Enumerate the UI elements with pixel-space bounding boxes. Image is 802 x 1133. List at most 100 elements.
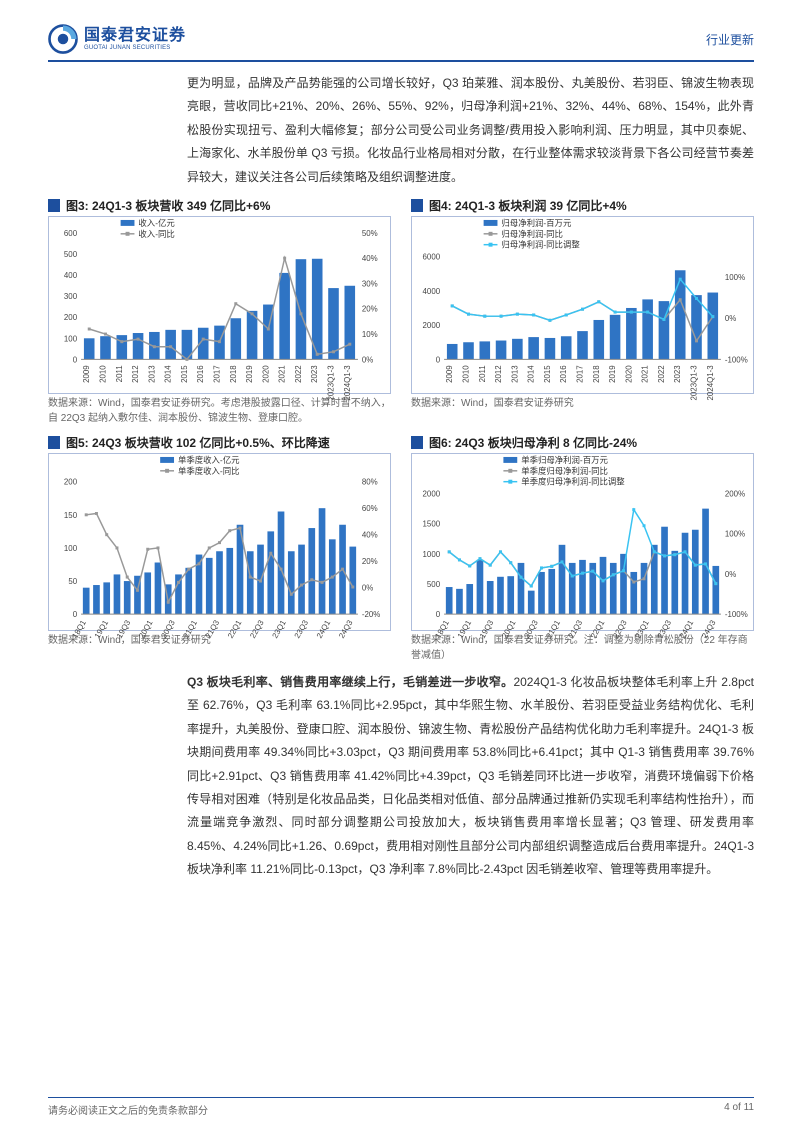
- svg-text:500: 500: [427, 580, 441, 589]
- chart5-title: 图5: 24Q3 板块营收 102 亿同比+0.5%、环比降速: [66, 434, 330, 451]
- svg-text:2023: 2023: [310, 365, 319, 383]
- svg-text:2015: 2015: [543, 365, 552, 383]
- svg-text:50: 50: [68, 577, 77, 586]
- svg-text:单季度收入-亿元: 单季度收入-亿元: [178, 455, 240, 465]
- svg-text:2021: 2021: [278, 365, 287, 383]
- svg-text:-20%: -20%: [362, 610, 380, 619]
- logo-icon: [48, 24, 78, 54]
- logo-name-en: GUOTAI JUNAN SECURITIES: [84, 45, 186, 51]
- svg-text:100: 100: [64, 544, 78, 553]
- svg-text:0%: 0%: [362, 584, 373, 593]
- chart4-title: 图4: 24Q1-3 板块利润 39 亿同比+4%: [429, 197, 627, 214]
- svg-text:2018: 2018: [229, 365, 238, 383]
- svg-text:2020: 2020: [261, 365, 270, 383]
- svg-text:2015: 2015: [180, 365, 189, 383]
- svg-text:2018: 2018: [592, 365, 601, 383]
- svg-text:2019: 2019: [608, 365, 617, 383]
- svg-text:2010: 2010: [462, 365, 471, 383]
- chart6-box: 0500100015002000-100%0%100%200%18Q119Q11…: [411, 453, 754, 631]
- svg-text:0%: 0%: [362, 355, 373, 364]
- svg-text:30%: 30%: [362, 279, 378, 288]
- footer-disclaimer: 请务必阅读正文之后的免责条款部分: [48, 1102, 208, 1117]
- svg-text:0%: 0%: [725, 570, 736, 579]
- svg-text:2017: 2017: [576, 365, 585, 383]
- svg-text:300: 300: [64, 292, 78, 301]
- svg-text:收入-同比: 收入-同比: [138, 229, 174, 239]
- svg-text:收入-亿元: 收入-亿元: [138, 218, 175, 228]
- svg-text:4000: 4000: [423, 287, 441, 296]
- chart3-title: 图3: 24Q1-3 板块营收 349 亿同比+6%: [66, 197, 270, 214]
- chart5-box: 050100150200-20%0%20%40%60%80%18Q119Q119…: [48, 453, 391, 631]
- svg-text:40%: 40%: [362, 254, 378, 263]
- svg-text:2010: 2010: [99, 365, 108, 383]
- svg-text:2000: 2000: [423, 489, 441, 498]
- svg-text:0: 0: [436, 355, 441, 364]
- svg-text:1000: 1000: [423, 550, 441, 559]
- svg-text:6000: 6000: [423, 252, 441, 261]
- svg-text:60%: 60%: [362, 504, 378, 513]
- svg-text:2022: 2022: [657, 365, 666, 383]
- svg-text:2023Q1-3: 2023Q1-3: [326, 365, 335, 401]
- svg-text:100%: 100%: [725, 530, 745, 539]
- svg-text:单季度归母净利润-同比: 单季度归母净利润-同比: [521, 466, 608, 476]
- svg-text:2019: 2019: [245, 365, 254, 383]
- body-text: 2024Q1-3 化妆品板块整体毛利率上升 2.8pct 至 62.76%，Q3…: [187, 675, 754, 876]
- page-header: 国泰君安证券 GUOTAI JUNAN SECURITIES 行业更新: [48, 24, 754, 62]
- svg-text:2000: 2000: [423, 321, 441, 330]
- svg-text:0: 0: [73, 355, 78, 364]
- chart3-box: 0 100 200 300 400 500 600 0% 10% 20% 30% 40% 50% 2009…: [48, 216, 391, 394]
- svg-text:2014: 2014: [527, 365, 536, 383]
- svg-text:2020: 2020: [624, 365, 633, 383]
- svg-text:2014: 2014: [164, 365, 173, 383]
- svg-text:20%: 20%: [362, 557, 378, 566]
- svg-text:2016: 2016: [196, 365, 205, 383]
- svg-text:2023: 2023: [673, 365, 682, 383]
- svg-text:2021: 2021: [641, 365, 650, 383]
- logo-block: 国泰君安证券 GUOTAI JUNAN SECURITIES: [48, 24, 186, 54]
- chart6-title: 图6: 24Q3 板块归母净利 8 亿同比-24%: [429, 434, 637, 451]
- footer-page-num: 4 of 11: [724, 1102, 754, 1117]
- svg-text:2024Q1-3: 2024Q1-3: [706, 365, 715, 401]
- page-footer: 请务必阅读正文之后的免责条款部分 4 of 11: [48, 1097, 754, 1117]
- svg-text:600: 600: [64, 229, 78, 238]
- doc-type-label: 行业更新: [706, 31, 754, 48]
- svg-text:2022: 2022: [294, 365, 303, 383]
- svg-text:-100%: -100%: [725, 610, 748, 619]
- svg-text:2012: 2012: [494, 365, 503, 383]
- svg-text:2011: 2011: [115, 365, 124, 383]
- svg-text:20%: 20%: [362, 305, 378, 314]
- svg-text:单季度收入-同比: 单季度收入-同比: [178, 466, 240, 476]
- svg-text:50%: 50%: [362, 229, 378, 238]
- svg-text:归母净利润-百万元: 归母净利润-百万元: [501, 218, 572, 228]
- svg-text:200: 200: [64, 478, 78, 487]
- svg-text:0: 0: [436, 610, 441, 619]
- svg-text:10%: 10%: [362, 330, 378, 339]
- body-paragraph: Q3 板块毛利率、销售费用率继续上行，毛销差进一步收窄。2024Q1-3 化妆品…: [187, 671, 754, 882]
- svg-text:400: 400: [64, 271, 78, 280]
- svg-text:2017: 2017: [213, 365, 222, 383]
- svg-text:2009: 2009: [82, 365, 91, 383]
- svg-text:100: 100: [64, 334, 78, 343]
- svg-text:2009: 2009: [445, 365, 454, 383]
- svg-text:2012: 2012: [131, 365, 140, 383]
- svg-text:2013: 2013: [147, 365, 156, 383]
- svg-text:40%: 40%: [362, 531, 378, 540]
- svg-text:0: 0: [73, 610, 78, 619]
- body-bold-lead: Q3 板块毛利率、销售费用率继续上行，毛销差进一步收窄。: [187, 675, 513, 689]
- svg-text:150: 150: [64, 511, 78, 520]
- chart4-box: 0200040006000-100%0%100%2009201020112012…: [411, 216, 754, 394]
- svg-text:200: 200: [64, 313, 78, 322]
- chart3-source: 数据来源：Wind，国泰君安证券研究。考虑港股披露口径、计算时暂不纳入，自 22…: [48, 396, 391, 426]
- svg-text:2016: 2016: [559, 365, 568, 383]
- logo-name-cn: 国泰君安证券: [84, 28, 186, 44]
- svg-text:80%: 80%: [362, 478, 378, 487]
- svg-text:2011: 2011: [478, 365, 487, 383]
- svg-text:200%: 200%: [725, 489, 745, 498]
- svg-text:1500: 1500: [423, 520, 441, 529]
- svg-text:-100%: -100%: [725, 355, 748, 364]
- svg-text:0%: 0%: [725, 314, 736, 323]
- intro-paragraph: 更为明显，品牌及产品势能强的公司增长较好，Q3 珀莱雅、润本股份、丸美股份、若羽…: [187, 72, 754, 189]
- svg-text:500: 500: [64, 250, 78, 259]
- svg-text:单季归母净利润-百万元: 单季归母净利润-百万元: [521, 455, 608, 465]
- svg-text:归母净利润-同比: 归母净利润-同比: [501, 229, 563, 239]
